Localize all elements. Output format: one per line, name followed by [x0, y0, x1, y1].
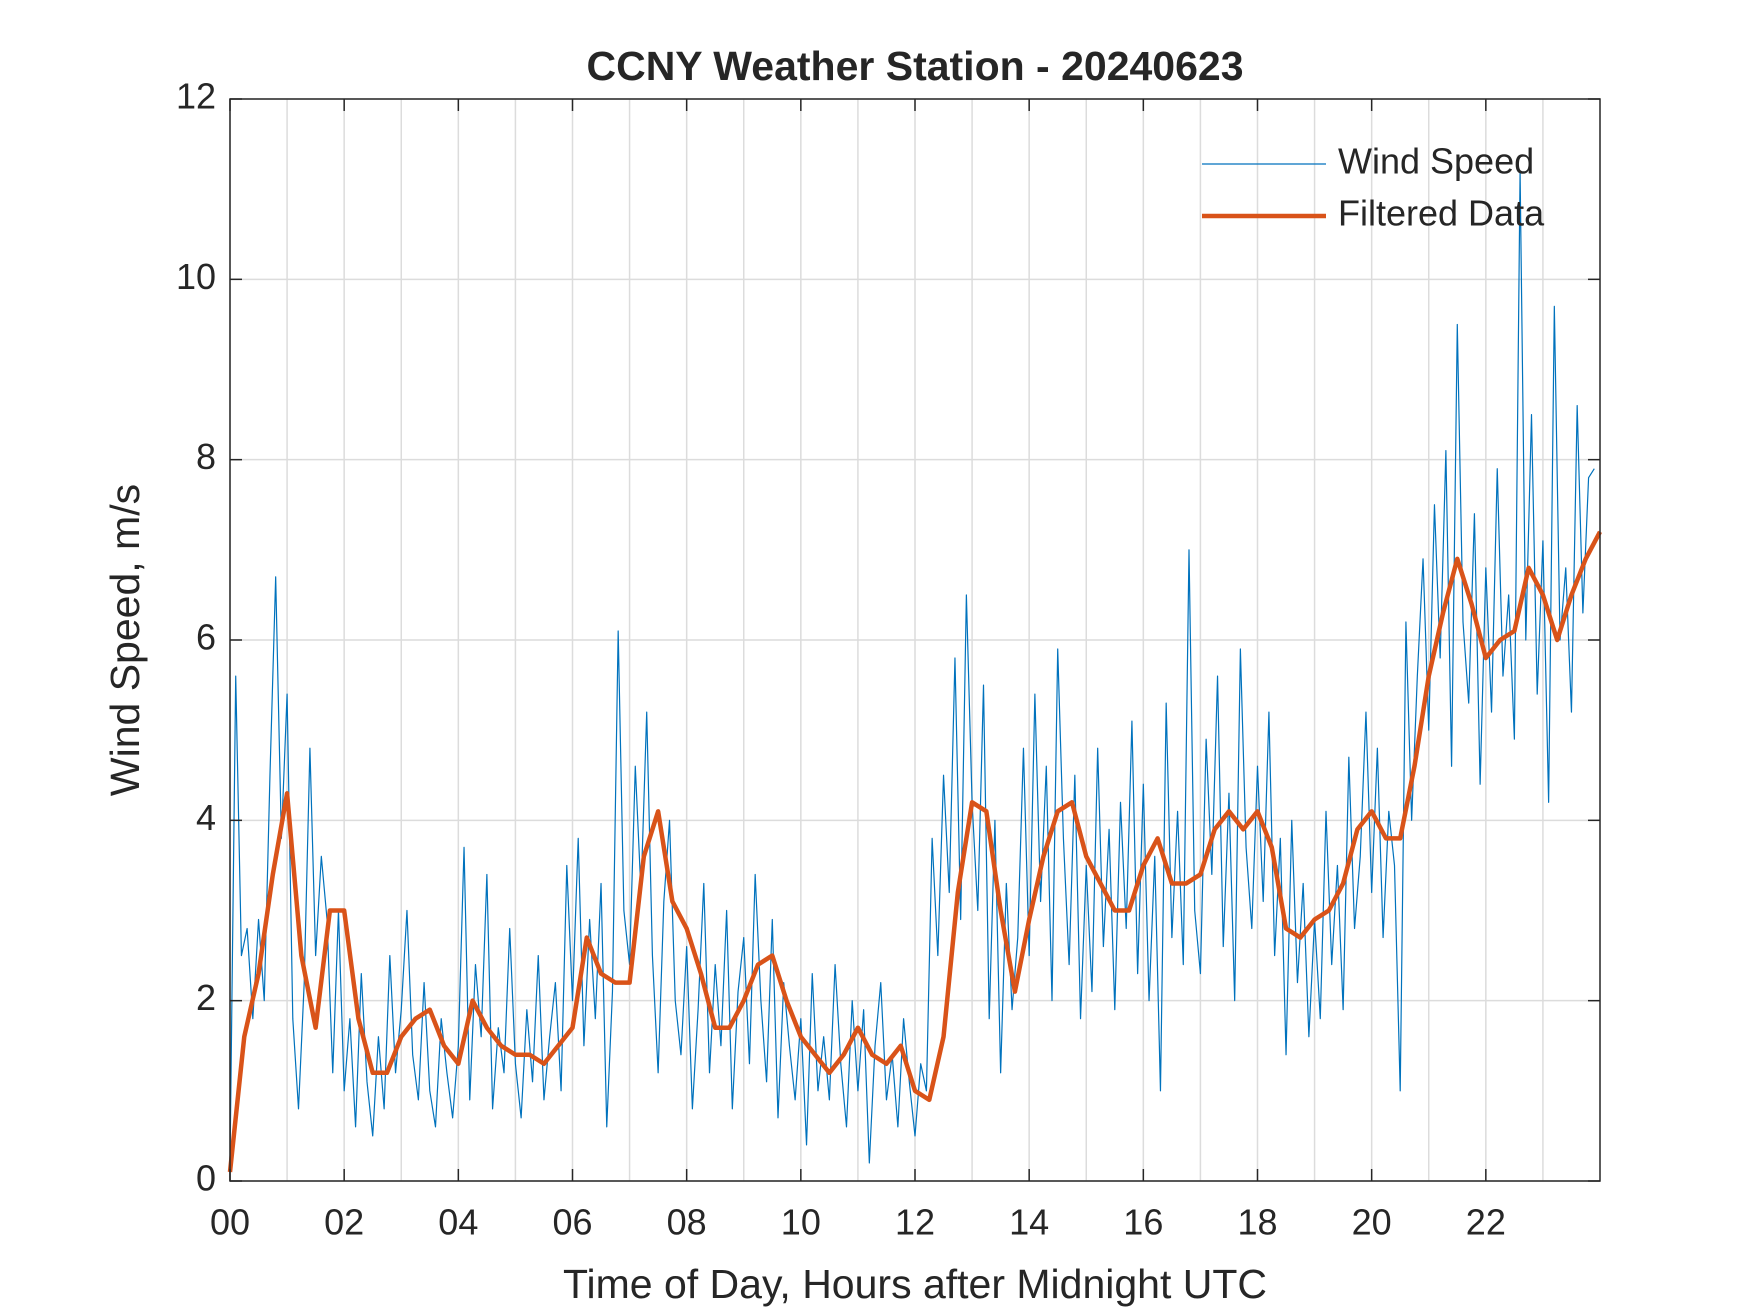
x-tick-label: 00: [210, 1202, 250, 1243]
x-tick-label: 20: [1352, 1202, 1392, 1243]
y-tick-label: 0: [196, 1158, 216, 1199]
legend: Wind Speed Filtered Data: [1202, 141, 1545, 234]
lines: [227, 170, 1602, 1173]
x-axis-label: Time of Day, Hours after Midnight UTC: [563, 1261, 1267, 1307]
y-tick-label: 4: [196, 797, 216, 838]
x-tick-label: 16: [1123, 1202, 1163, 1243]
y-tick-label: 12: [176, 76, 216, 117]
series-line: [227, 530, 1602, 1173]
y-tick-label: 2: [196, 977, 216, 1018]
legend-label: Wind Speed: [1338, 141, 1534, 182]
chart-title: CCNY Weather Station - 20240623: [586, 43, 1243, 89]
x-tick-label: 14: [1009, 1202, 1049, 1243]
x-tick-label: 12: [895, 1202, 935, 1243]
y-tick-label: 8: [196, 436, 216, 477]
series-line: [229, 170, 1595, 1164]
y-axis-label: Wind Speed, m/s: [102, 484, 148, 796]
y-tick-label: 6: [196, 617, 216, 658]
x-tick-label: 22: [1466, 1202, 1506, 1243]
x-tick-label: 08: [667, 1202, 707, 1243]
x-tick-label: 10: [781, 1202, 821, 1243]
legend-label: Filtered Data: [1338, 193, 1545, 234]
x-tick-label: 18: [1237, 1202, 1277, 1243]
x-tick-label: 02: [324, 1202, 364, 1243]
y-tick-label: 10: [176, 256, 216, 297]
x-tick-label: 04: [438, 1202, 478, 1243]
x-tick-label: 06: [552, 1202, 592, 1243]
